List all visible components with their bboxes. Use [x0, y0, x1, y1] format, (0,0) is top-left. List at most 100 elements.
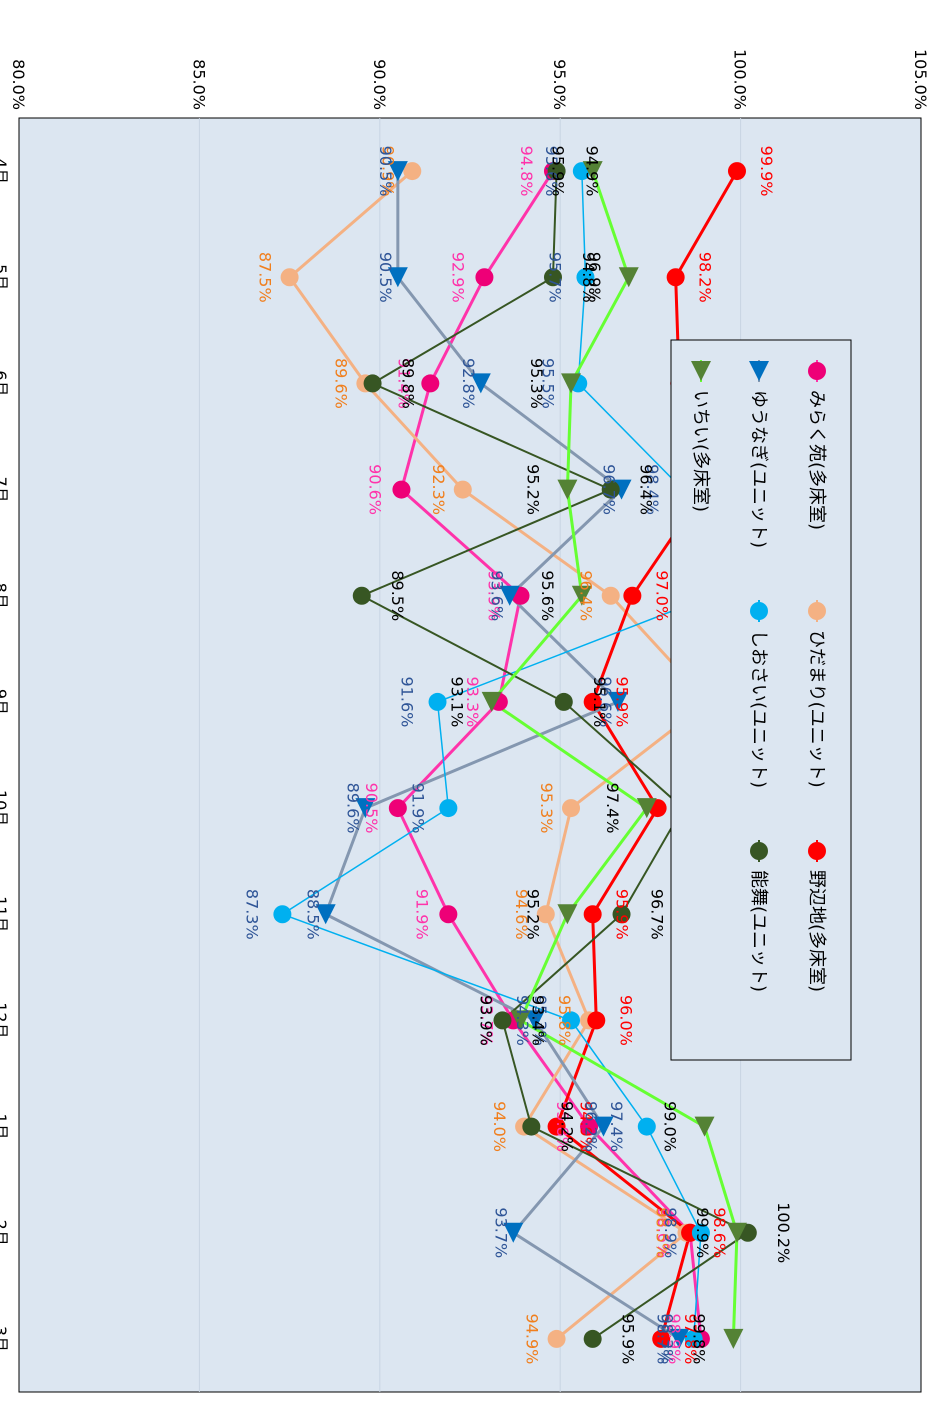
data-label: 88.5% [304, 889, 323, 940]
data-label: 93.3% [463, 677, 482, 728]
data-point [280, 268, 299, 287]
data-point [475, 268, 494, 287]
data-label: 98.9% [665, 1314, 684, 1365]
data-point [607, 691, 628, 712]
data-point [547, 1117, 566, 1136]
data-label: 98.5% [652, 1207, 671, 1258]
data-label: 90.5% [376, 252, 395, 303]
data-label: 91.9% [408, 783, 427, 834]
data-point [612, 905, 631, 924]
data-label: 95.3% [537, 783, 556, 834]
data-label: 92.3% [429, 464, 448, 515]
data-label: 93.4% [528, 995, 547, 1046]
data-label: 96.0% [616, 995, 635, 1046]
data-label: 95.2% [523, 889, 542, 940]
data-point [587, 1011, 606, 1030]
y-tick-label: 90.0% [370, 59, 389, 110]
data-label: 94.9% [523, 1314, 542, 1365]
data-label: 93.7% [477, 995, 496, 1046]
data-point [536, 905, 555, 924]
data-label: 89.6% [331, 358, 350, 409]
data-point [727, 162, 746, 181]
data-point [562, 1011, 581, 1030]
data-point [580, 1117, 599, 1136]
legend-label: 野辺地(多床室) [806, 870, 827, 992]
data-point [576, 268, 595, 287]
data-point [691, 1223, 710, 1242]
data-point [623, 586, 642, 605]
legend-marker [808, 602, 826, 620]
data-label: 98.7% [654, 1314, 673, 1365]
data-label: 93.1% [448, 677, 467, 728]
data-point [561, 373, 582, 394]
data-label: 94.8% [517, 146, 536, 197]
data-point [684, 1329, 703, 1348]
data-label: 96.2% [581, 1101, 600, 1152]
data-label: 98.6% [710, 1207, 729, 1258]
series-line [359, 171, 750, 1340]
data-point [669, 1328, 690, 1349]
data-label: 96.6% [596, 677, 615, 728]
data-point [554, 692, 573, 711]
data-label: 97.8% [681, 1314, 700, 1365]
data-point [388, 799, 407, 818]
data-label: 90.6% [365, 464, 384, 515]
data-label: 96.7% [648, 889, 667, 940]
data-point [392, 480, 411, 499]
data-label: 98.4% [643, 464, 662, 515]
data-point [453, 480, 472, 499]
data-label: 95.8% [553, 1101, 572, 1152]
data-point [352, 586, 371, 605]
legend-label: ひだまり(ユニット) [806, 630, 827, 788]
data-point [726, 1222, 747, 1243]
data-label: 90.9% [378, 146, 397, 197]
data-point [273, 905, 292, 924]
data-point [503, 1222, 524, 1243]
y-tick-label: 80.0% [9, 59, 28, 110]
data-label: 89.6% [343, 783, 362, 834]
data-point [470, 373, 491, 394]
data-label: 95.6% [538, 570, 557, 621]
series-line [489, 170, 739, 1339]
data-label: 97.4% [607, 1101, 626, 1152]
data-label: 99.0% [661, 1101, 680, 1152]
x-tick-label: 4月 [0, 158, 10, 184]
data-label: 96.4% [577, 570, 596, 621]
data-point [543, 268, 562, 287]
y-tick-label: 85.0% [189, 59, 208, 110]
series-line [396, 170, 703, 1340]
data-label: 95.9% [613, 677, 632, 728]
data-point [601, 480, 620, 499]
data-label: 91.6% [398, 677, 417, 728]
legend-label: 能舞(ユニット) [748, 870, 769, 992]
data-point [582, 161, 603, 182]
data-point [315, 904, 336, 925]
data-point [481, 691, 502, 712]
data-label: 93.9% [485, 570, 504, 621]
x-tick-label: 10月 [0, 790, 10, 826]
legend-marker [750, 842, 768, 860]
data-label: 98.2% [696, 252, 715, 303]
x-tick-label: 8月 [0, 583, 10, 609]
legend-label: ゆうなぎ(ユニット) [748, 390, 769, 548]
legend-marker [808, 362, 826, 380]
data-point [666, 268, 685, 287]
data-point [583, 692, 602, 711]
data-point [547, 1329, 566, 1348]
data-label: 91.9% [412, 889, 431, 940]
data-point [363, 374, 382, 393]
data-label: 95.5% [538, 358, 557, 409]
data-label: 95.3% [531, 995, 550, 1046]
data-label: 96.9% [585, 252, 604, 303]
legend-label: いちい(多床室) [690, 390, 711, 512]
data-point [571, 585, 592, 606]
legend-marker [808, 842, 826, 860]
data-label: 89.8% [399, 358, 418, 409]
x-tick-label: 6月 [0, 370, 10, 396]
data-label: 96.7% [600, 464, 619, 515]
y-tick-label: 95.0% [550, 59, 569, 110]
data-label: 99.9% [757, 146, 776, 197]
data-point [403, 162, 422, 181]
data-point [723, 1328, 744, 1349]
